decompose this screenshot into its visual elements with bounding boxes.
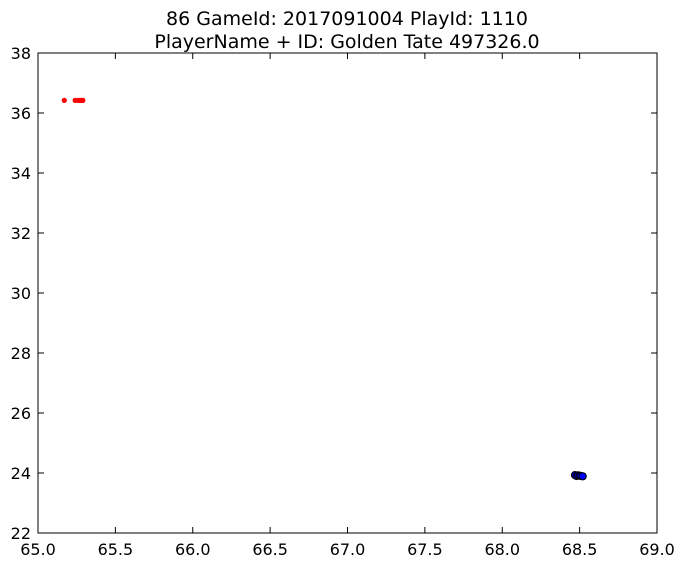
x-tick-label: 65.5 — [98, 540, 134, 559]
data-points — [61, 97, 587, 481]
x-tick-label: 67.0 — [330, 540, 366, 559]
y-tick-label: 38 — [11, 44, 31, 63]
data-point — [578, 472, 587, 481]
y-tick-label: 34 — [11, 164, 31, 183]
data-point — [61, 97, 67, 103]
x-tick-label: 69.0 — [639, 540, 675, 559]
x-tick-label: 66.0 — [175, 540, 211, 559]
y-tick-label: 22 — [11, 524, 31, 543]
x-tick-label: 68.0 — [484, 540, 520, 559]
x-tick-label: 68.5 — [562, 540, 598, 559]
y-tick-label: 36 — [11, 104, 31, 123]
chart-title-line-2: PlayerName + ID: Golden Tate 497326.0 — [154, 31, 539, 53]
axes-frame — [37, 52, 658, 534]
y-tick-label: 26 — [11, 404, 31, 423]
x-tick-label: 66.5 — [252, 540, 288, 559]
y-tick-label: 32 — [11, 224, 31, 243]
chart-title-line-1: 86 GameId: 2017091004 PlayId: 1110 — [166, 8, 528, 30]
y-tick-label: 24 — [11, 464, 31, 483]
axis-tick-labels: 65.0 65.5 66.0 66.5 67.0 67.5 68.0 68.5 69.0 22 24… — [11, 44, 675, 559]
x-tick-label: 67.5 — [407, 540, 443, 559]
data-point — [80, 97, 86, 103]
y-tick-label: 28 — [11, 344, 31, 363]
x-tick-label: 65.0 — [20, 540, 56, 559]
y-tick-label: 30 — [11, 284, 31, 303]
